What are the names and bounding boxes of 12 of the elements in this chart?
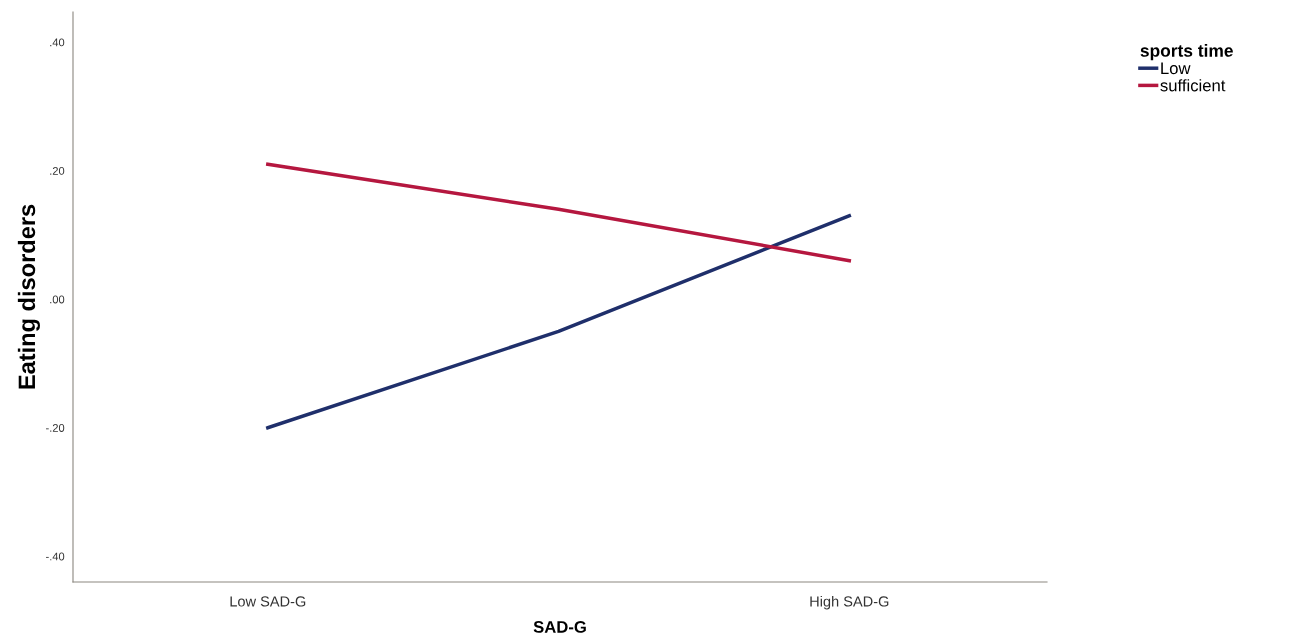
y-tick-label: -.20 <box>46 424 65 432</box>
y-axis-title: Eating disorders <box>17 204 40 389</box>
legend-label: sufficient <box>1160 79 1226 92</box>
y-tick-label: .20 <box>50 166 65 175</box>
x-axis-title: SAD-G <box>533 621 586 633</box>
y-tick-label: .00 <box>50 295 65 304</box>
x-tick-label: Low SAD-G <box>230 596 306 607</box>
y-tick-label: .40 <box>50 38 65 47</box>
legend-label: Low <box>1161 62 1191 75</box>
y-tick-label: -.40 <box>46 552 65 561</box>
x-tick-label: High SAD-G <box>810 595 889 610</box>
legend-title: sports time <box>1140 44 1233 61</box>
